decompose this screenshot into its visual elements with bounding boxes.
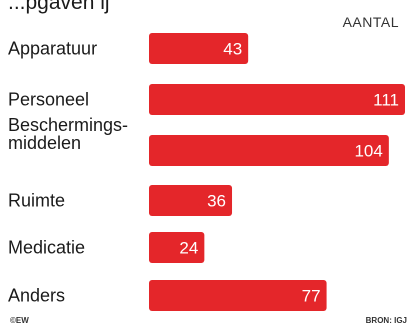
value-label-2: 104 <box>354 142 382 161</box>
bar-3 <box>149 185 233 216</box>
source-label: BRON: IGJ <box>365 316 407 325</box>
credit-label: ©EW <box>10 316 29 325</box>
category-label-2: Beschermings-middelen <box>8 115 128 153</box>
bar-4 <box>149 232 205 263</box>
category-label-5: Anders <box>8 286 65 306</box>
bar-2 <box>149 135 389 166</box>
category-label-0: Apparatuur <box>8 39 97 59</box>
bar-1 <box>149 84 405 115</box>
category-label-4: Medicatie <box>8 238 85 258</box>
value-label-1: 111 <box>373 91 399 110</box>
category-label-1: Personeel <box>8 90 89 110</box>
bar-0 <box>149 33 249 64</box>
value-label-5: 77 <box>302 287 321 306</box>
chart-title: ...pgaven ij <box>8 0 110 14</box>
value-label-4: 24 <box>179 239 198 258</box>
bar-5 <box>149 280 327 311</box>
value-label-3: 36 <box>207 192 226 211</box>
column-header: AANTAL <box>342 14 399 30</box>
value-label-0: 43 <box>223 40 242 59</box>
category-label-3: Ruimte <box>8 191 65 211</box>
